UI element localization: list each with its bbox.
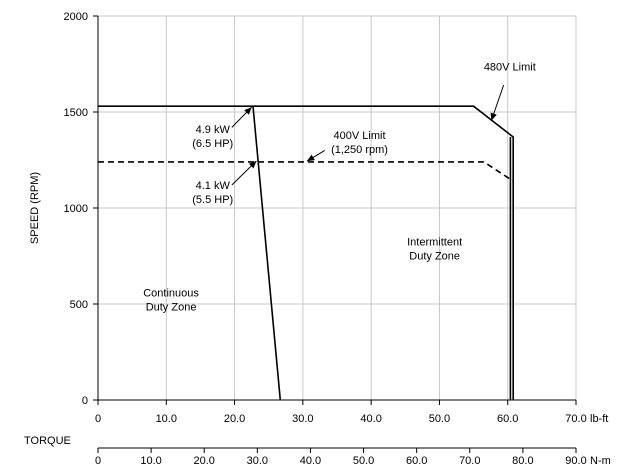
x-tick-label-nm: 60.0 xyxy=(406,455,427,464)
annotation-4: 4.1 kW (5.5 HP) xyxy=(192,160,257,206)
x-tick-label-lbft: 70.0 xyxy=(565,413,586,425)
x-axis-unit-lbft: lb-ft xyxy=(590,413,608,425)
x-tick-label-lbft: 40.0 xyxy=(360,413,381,425)
series-line-2 xyxy=(98,161,514,182)
y-tick-label: 1500 xyxy=(64,107,88,119)
annotation-text: 400V Limit xyxy=(334,130,386,142)
annotation-text: Continuous xyxy=(143,287,199,299)
x-tick-label-lbft: 60.0 xyxy=(497,413,518,425)
x-axis-label: TORQUE xyxy=(24,435,71,447)
x-ticks-nm: 0 10.0 20.0 30.0 40.0 50.0 60.0 70.0 80.0 90.0 xyxy=(95,448,587,464)
y-tick-label: 1000 xyxy=(64,203,88,215)
series xyxy=(98,105,514,401)
annotation-text: (1,250 rpm) xyxy=(331,144,388,156)
annotations: 480V Limit 4.9 kW (6.5 HP) 400V Limit (1,250… xyxy=(143,62,536,314)
x-ticks-lbft: 0 10.0 20.0 30.0 40.0 50.0 60.0 70.0 xyxy=(95,400,587,425)
x-tick-label-nm: 10.0 xyxy=(140,455,161,464)
annotation-text: Duty Zone xyxy=(146,301,197,313)
annotation-text: 480V Limit xyxy=(484,62,536,74)
annotation-6: Continuous Duty Zone xyxy=(143,287,199,313)
y-tick-label: 2000 xyxy=(64,11,88,23)
annotation-text: 4.9 kW xyxy=(196,124,231,136)
x-tick-label-nm: 0 xyxy=(95,455,101,464)
grid xyxy=(98,15,577,400)
x-tick-label-lbft: 20.0 xyxy=(224,413,245,425)
annotation-text: Intermittent xyxy=(407,236,462,248)
annotation-text: (5.5 HP) xyxy=(192,194,233,206)
series-line-3 xyxy=(252,106,282,401)
annotation-5: Intermittent Duty Zone xyxy=(407,236,462,262)
annotation-arrowhead xyxy=(244,107,252,115)
annotation-arrowhead xyxy=(490,112,497,121)
y-axis-label: SPEED (RPM) xyxy=(29,172,41,244)
y-tick-label: 0 xyxy=(82,395,88,407)
x-tick-label-lbft: 10.0 xyxy=(156,413,177,425)
x-tick-label-nm: 20.0 xyxy=(194,455,215,464)
annotation-1: 480V Limit xyxy=(484,62,536,121)
annotation-2: 4.9 kW (6.5 HP) xyxy=(192,106,252,150)
x-tick-label-nm: 40.0 xyxy=(300,455,321,464)
x-tick-label-nm: 50.0 xyxy=(353,455,374,464)
x-tick-label-nm: 30.0 xyxy=(247,455,268,464)
y-ticks: 0 500 1000 1500 2000 xyxy=(64,11,98,407)
annotation-text: (6.5 HP) xyxy=(192,138,233,150)
axes xyxy=(97,16,576,449)
x-tick-label-lbft: 30.0 xyxy=(292,413,313,425)
x-tick-label-nm: 70.0 xyxy=(459,455,480,464)
annotation-arrowhead xyxy=(248,160,257,169)
annotation-arrowhead xyxy=(306,154,315,162)
annotation-text: 4.1 kW xyxy=(196,180,231,192)
annotation-text: Duty Zone xyxy=(409,250,460,262)
x-tick-label-lbft: 50.0 xyxy=(429,413,450,425)
x-tick-label-lbft: 0 xyxy=(95,413,101,425)
y-tick-label: 500 xyxy=(70,299,88,311)
series-line-1 xyxy=(98,105,514,400)
x-tick-label-nm: 90.0 xyxy=(565,455,586,464)
x-axis-unit-nm: N-m xyxy=(590,455,611,464)
annotation-3: 400V Limit (1,250 rpm) xyxy=(306,130,388,162)
x-tick-label-nm: 80.0 xyxy=(512,455,533,464)
